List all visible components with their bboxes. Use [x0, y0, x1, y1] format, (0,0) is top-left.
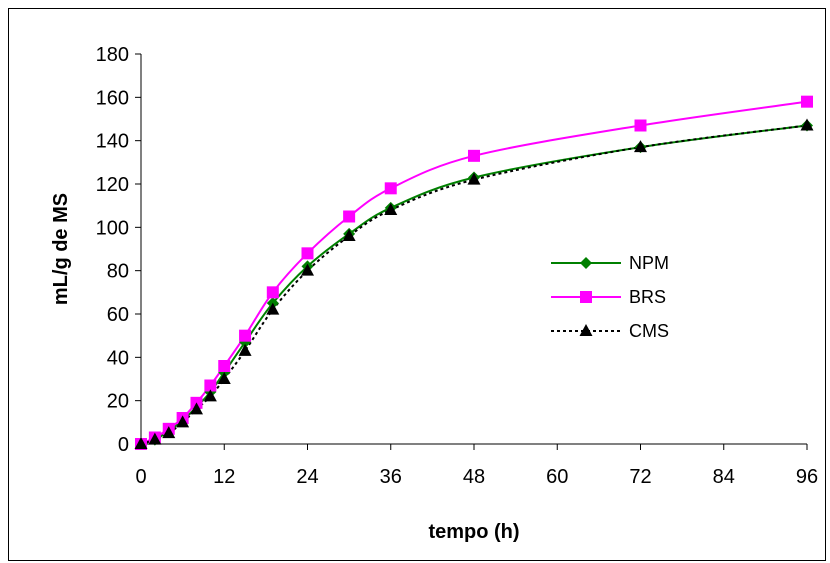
y-axis-title: mL/g de MS	[50, 193, 72, 305]
data-point-cms	[176, 415, 190, 428]
legend-label-npm: NPM	[629, 253, 669, 273]
data-point-cms	[148, 432, 162, 445]
data-point-cms	[342, 229, 356, 241]
y-tick-label: 80	[107, 261, 129, 283]
x-tick-label: 60	[546, 466, 568, 488]
y-tick-label: 40	[107, 347, 129, 369]
data-point-cms	[467, 172, 481, 185]
y-tick-label: 180	[96, 44, 129, 66]
data-point-brs	[301, 247, 314, 260]
x-tick-label: 0	[135, 466, 146, 488]
series-markers	[134, 95, 814, 450]
data-point-cms	[203, 389, 217, 402]
data-point-cms	[190, 402, 203, 415]
x-tick-label: 96	[796, 466, 818, 488]
data-point-cms	[800, 118, 814, 131]
data-point-cms	[217, 372, 231, 384]
data-point-brs	[468, 149, 480, 162]
data-point-cms	[634, 140, 647, 153]
series-line-brs	[140, 100, 808, 445]
series-line-npm	[140, 124, 808, 445]
y-tick-label: 0	[118, 434, 129, 456]
series-line-cms	[140, 124, 808, 445]
data-point-brs	[239, 329, 252, 342]
data-point-brs	[801, 95, 813, 108]
x-tick-label: 24	[296, 466, 318, 488]
x-tick-labels: 0 12 24 36 48 60 72 84 96	[135, 466, 818, 488]
legend-label-cms: CMS	[629, 321, 669, 341]
legend-label-brs: BRS	[629, 287, 666, 307]
x-tick-label: 84	[713, 466, 735, 488]
x-tick-label: 36	[380, 466, 402, 488]
x-axis-title: tempo (h)	[428, 521, 519, 543]
y-tick-labels: 0 20 40 60 80 100 120 140 160 180	[96, 44, 129, 456]
x-tick-label: 12	[213, 466, 235, 488]
y-tick-label: 20	[107, 391, 129, 413]
data-point-cms	[134, 437, 148, 449]
x-tick-label: 72	[629, 466, 651, 488]
data-point-cms	[384, 203, 398, 215]
axes	[135, 53, 808, 450]
data-point-brs	[204, 379, 217, 392]
data-point-cms	[266, 302, 280, 315]
data-point-brs	[343, 210, 356, 223]
y-tick-label: 100	[96, 217, 129, 239]
data-point-cms	[301, 263, 314, 276]
data-point-brs	[634, 119, 647, 132]
chart-frame	[8, 8, 826, 561]
data-point-cms	[238, 343, 252, 356]
y-tick-label: 60	[107, 304, 129, 326]
legend-marker-cms	[579, 324, 593, 336]
data-point-cms	[162, 426, 176, 439]
x-tick-label: 48	[463, 466, 485, 488]
y-tick-label: 160	[96, 87, 129, 109]
data-point-brs	[384, 182, 397, 195]
y-tick-label: 120	[96, 174, 129, 196]
legend: NPM BRS CMS	[551, 253, 669, 341]
series-lines	[140, 100, 808, 445]
data-point-brs	[218, 360, 231, 372]
legend-marker-npm	[580, 257, 592, 269]
legend-marker-brs	[580, 291, 592, 303]
y-tick-label: 140	[96, 131, 129, 153]
data-point-brs	[266, 286, 279, 299]
